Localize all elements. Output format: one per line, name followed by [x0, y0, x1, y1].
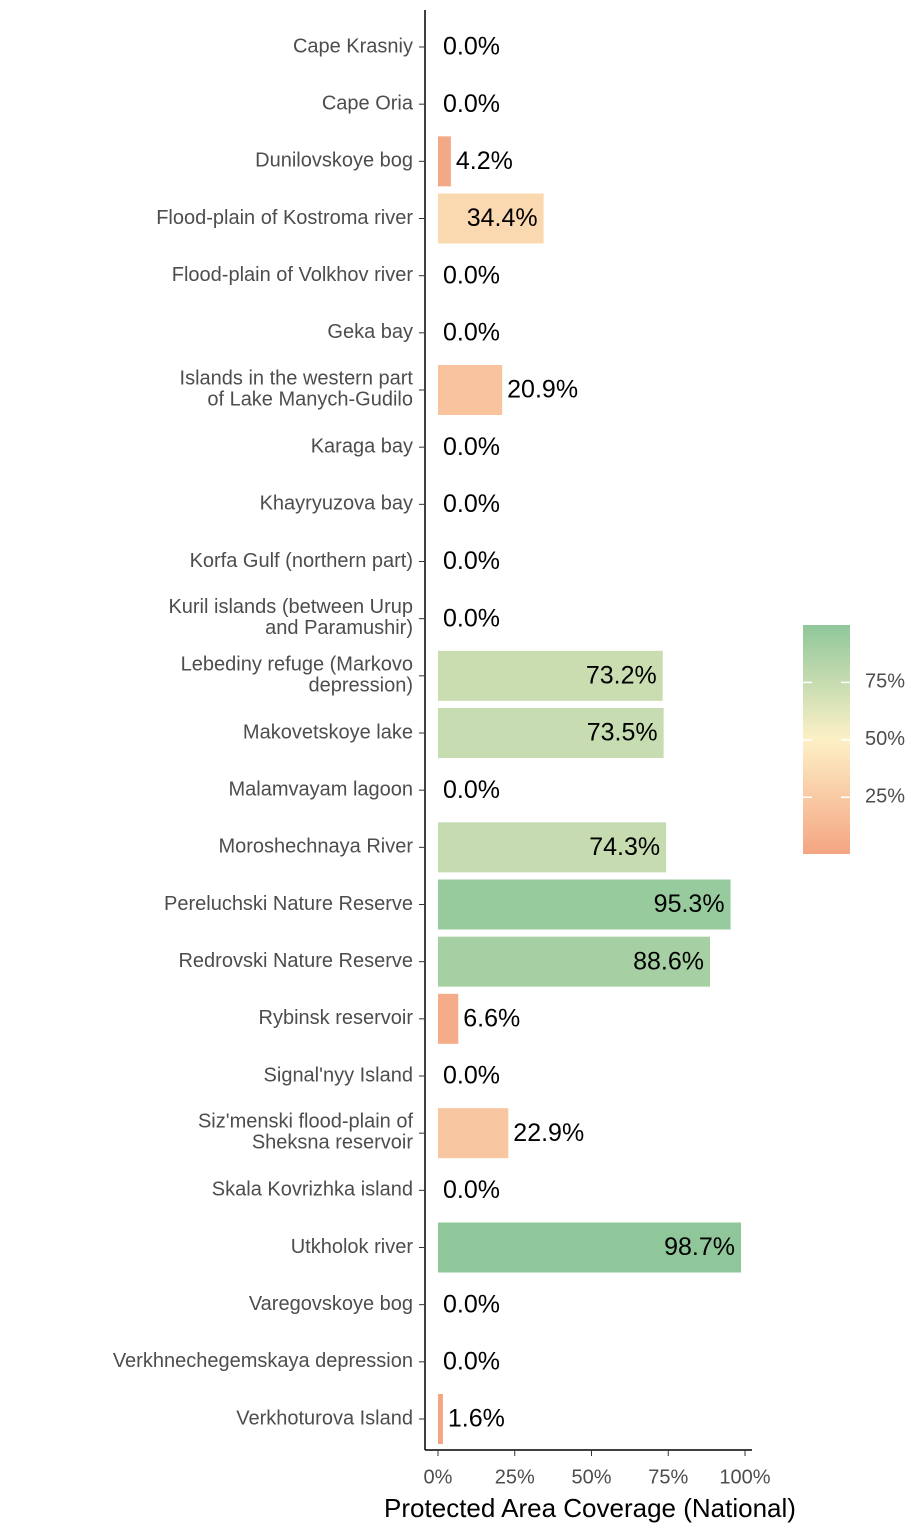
y-tick-label: Cape Krasniy	[293, 35, 413, 57]
value-label: 20.9%	[507, 376, 578, 404]
value-label: 0.0%	[443, 318, 500, 346]
y-tick-label: Geka bay	[327, 321, 413, 343]
y-tick-label: Kuril islands (between Urup and Paramushi…	[168, 596, 413, 639]
y-tick-label: Verkhnechegemskaya depression	[113, 1350, 413, 1372]
x-tick-label: 50%	[571, 1466, 611, 1488]
bar	[438, 365, 503, 415]
bar	[438, 708, 664, 758]
bar	[438, 879, 731, 930]
bar	[438, 936, 711, 987]
y-tick-label: Skala Kovrizhka island	[212, 1179, 413, 1201]
colorbar-tick-label: 25%	[865, 786, 905, 808]
value-label: 73.2%	[586, 661, 657, 689]
value-label: 0.0%	[443, 1062, 500, 1090]
value-label: 34.4%	[467, 204, 538, 232]
colorbar-tick-label: 75%	[865, 671, 905, 693]
y-tick-label: Signal'nyy Island	[264, 1064, 413, 1086]
y-tick-label: Karaga bay	[311, 435, 413, 457]
y-tick-label: Korfa Gulf (northern part)	[190, 550, 413, 572]
bar	[438, 136, 451, 187]
bar	[438, 650, 663, 701]
value-label: 0.0%	[443, 90, 500, 118]
value-label: 73.5%	[587, 719, 658, 747]
value-label: 0.0%	[443, 776, 500, 804]
value-label: 0.0%	[443, 1347, 500, 1375]
y-tick-label: Flood-plain of Volkhov river	[172, 264, 414, 286]
y-tick-label: Verkhoturova Island	[236, 1407, 413, 1429]
value-label: 0.0%	[443, 547, 500, 575]
value-label: 6.6%	[463, 1004, 520, 1032]
value-label: 4.2%	[456, 147, 513, 175]
value-label: 1.6%	[448, 1405, 505, 1433]
value-label: 98.7%	[664, 1233, 735, 1261]
value-label: 0.0%	[443, 490, 500, 518]
x-tick-label: 25%	[495, 1466, 535, 1488]
bar	[438, 1108, 509, 1159]
y-tick-label: Lebediny refuge (Markovo depression)	[181, 654, 413, 697]
y-tick-label: Flood-plain of Kostroma river	[156, 207, 413, 229]
y-tick-label: Makovetskoye lake	[243, 721, 413, 743]
value-label: 0.0%	[443, 1176, 500, 1204]
bar	[438, 1394, 443, 1444]
y-tick-label: Varegovskoye bog	[249, 1293, 413, 1315]
value-label: 0.0%	[443, 33, 500, 61]
value-label: 0.0%	[443, 604, 500, 632]
x-tick-label: 0%	[424, 1466, 453, 1488]
value-label: 0.0%	[443, 261, 500, 289]
y-tick-label: Moroshechnaya River	[218, 836, 413, 858]
value-label: 88.6%	[633, 947, 704, 975]
value-label: 74.3%	[589, 833, 660, 861]
value-label: 0.0%	[443, 433, 500, 461]
y-tick-label: Utkholok river	[291, 1236, 414, 1258]
bar	[438, 193, 544, 244]
value-label: 0.0%	[443, 1290, 500, 1318]
y-tick-label: Dunilovskoye bog	[255, 150, 413, 172]
bar	[438, 1222, 742, 1273]
y-tick-label: Cape Oria	[322, 92, 414, 114]
colorbar-tick-label: 50%	[865, 728, 905, 750]
x-axis-title: Protected Area Coverage (National)	[384, 1493, 796, 1523]
y-tick-label: Malamvayam lagoon	[228, 778, 413, 800]
y-tick-label: Khayryuzova bay	[260, 493, 413, 515]
y-tick-label: Islands in the western part of Lake Manyc…	[180, 368, 414, 411]
bar	[438, 993, 459, 1044]
y-tick-label: Redrovski Nature Reserve	[178, 950, 413, 972]
x-tick-label: 75%	[648, 1466, 688, 1488]
bar	[438, 822, 667, 873]
value-label: 95.3%	[654, 890, 725, 918]
y-tick-label: Pereluchski Nature Reserve	[164, 893, 413, 915]
y-tick-label: Siz'menski flood-plain of Sheksna reservo…	[198, 1111, 413, 1154]
y-tick-label: Rybinsk reservoir	[259, 1007, 414, 1029]
value-label: 22.9%	[513, 1119, 584, 1147]
x-tick-label: 100%	[719, 1466, 770, 1488]
